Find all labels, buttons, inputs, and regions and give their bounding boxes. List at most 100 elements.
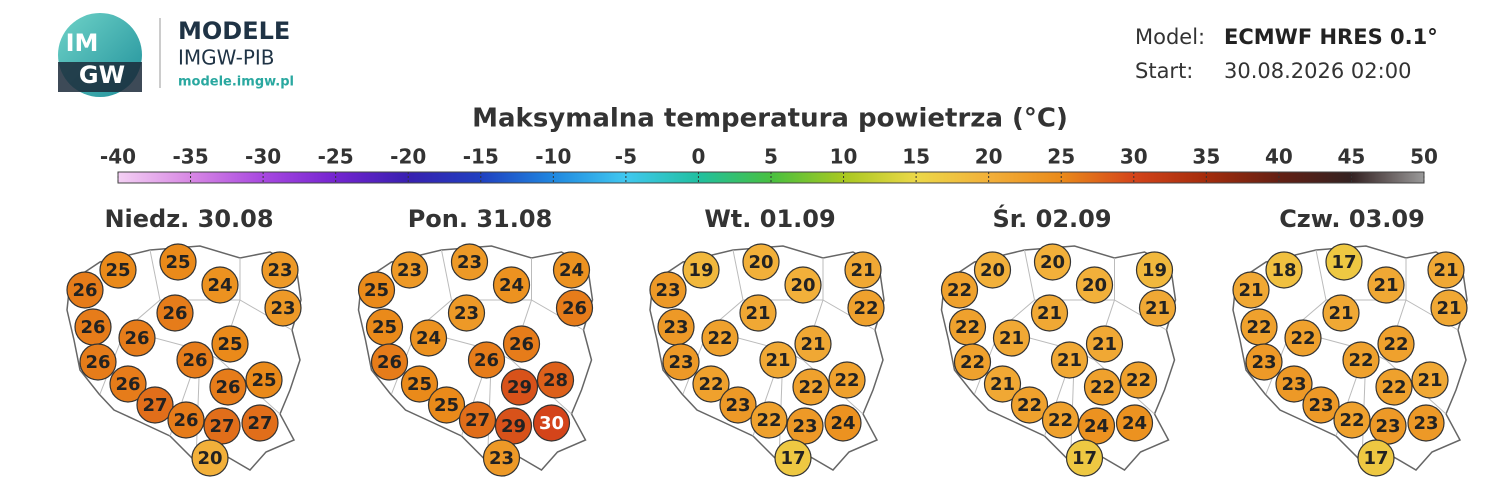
station-value: 24 <box>830 413 855 434</box>
station-marker <box>940 271 979 309</box>
station-value: 28 <box>543 370 568 391</box>
logo-text: GW <box>79 61 125 89</box>
station-marker <box>1135 251 1174 289</box>
station-marker <box>555 289 594 327</box>
station-value: 26 <box>124 328 149 349</box>
station-marker <box>1411 361 1449 399</box>
station-marker <box>261 251 299 289</box>
day-title: Niedz. 30.08 <box>104 205 273 233</box>
station-value: 20 <box>790 275 815 296</box>
station-value: 19 <box>1142 260 1167 281</box>
station-marker <box>844 251 882 289</box>
colorbar-tick-label: -35 <box>172 145 208 169</box>
station-value: 26 <box>115 374 140 395</box>
station-value: 20 <box>197 448 222 469</box>
title: Maksymalna temperatura powietrza (°C) <box>472 104 1068 134</box>
station-value: 23 <box>1375 416 1400 437</box>
station-value: 17 <box>1072 448 1097 469</box>
station-value: 23 <box>663 317 688 338</box>
station-marker <box>482 439 521 477</box>
station-value: 27 <box>247 413 272 434</box>
station-value: 26 <box>80 317 105 338</box>
station-marker <box>1041 401 1080 439</box>
station-marker <box>400 365 439 403</box>
station-marker <box>1357 439 1395 477</box>
station-marker <box>1245 343 1283 381</box>
station-value: 24 <box>416 328 441 349</box>
station-value: 26 <box>162 303 187 324</box>
station-marker <box>536 361 575 399</box>
station-value: 18 <box>1271 260 1296 281</box>
station-marker <box>118 319 156 357</box>
station-marker <box>1407 404 1445 442</box>
station-value: 24 <box>559 260 584 281</box>
colorbar-tick-label: 50 <box>1410 145 1438 169</box>
station-marker <box>828 361 866 399</box>
model-value: ECMWF HRES 0.1° <box>1224 25 1438 49</box>
colorbar-tick-label: -40 <box>100 145 136 169</box>
station-value: 26 <box>72 280 97 301</box>
station-value: 21 <box>1436 298 1461 319</box>
station-value: 26 <box>173 410 198 431</box>
station-marker <box>1427 251 1465 289</box>
station-marker <box>500 368 539 406</box>
station-marker <box>109 365 147 403</box>
station-marker <box>649 271 687 309</box>
station-value: 27 <box>465 410 490 431</box>
station-value: 21 <box>1057 350 1082 371</box>
station-value: 21 <box>1417 370 1442 391</box>
institute: IMGW-PIB <box>178 46 275 70</box>
station-value: 26 <box>377 352 402 373</box>
station-marker <box>1377 325 1415 363</box>
station-value: 20 <box>1082 275 1107 296</box>
station-value: 26 <box>182 350 207 371</box>
colorbar-tick-label: 30 <box>1120 145 1148 169</box>
station-value: 20 <box>980 260 1005 281</box>
station-marker <box>159 243 197 281</box>
station-marker <box>701 319 739 357</box>
station-value: 26 <box>215 377 240 398</box>
station-marker <box>1430 289 1468 327</box>
station-value: 21 <box>999 328 1024 349</box>
station-value: 26 <box>474 350 499 371</box>
station-marker <box>692 365 730 403</box>
station-marker <box>458 401 497 439</box>
station-value: 23 <box>1281 374 1306 395</box>
station-marker <box>1085 325 1124 363</box>
station-marker <box>370 343 409 381</box>
station-value: 22 <box>1290 328 1315 349</box>
station-marker <box>502 325 541 363</box>
station-value: 22 <box>947 280 972 301</box>
station-marker <box>1275 365 1313 403</box>
station-value: 17 <box>780 448 805 469</box>
station-value: 25 <box>372 317 397 338</box>
brand: MODELE <box>178 17 290 45</box>
station-marker <box>759 341 797 379</box>
station-value: 23 <box>655 280 680 301</box>
day-title: Wt. 01.09 <box>704 205 835 233</box>
station-marker <box>1265 251 1303 289</box>
station-marker <box>79 343 117 381</box>
station-marker <box>264 289 302 327</box>
logo: IM GW <box>58 13 142 97</box>
colorbar-tick-label: -10 <box>535 145 571 169</box>
station-value: 24 <box>207 275 232 296</box>
station-value: 22 <box>1383 334 1408 355</box>
station-value: 22 <box>1090 377 1115 398</box>
station-marker <box>1367 266 1405 304</box>
station-value: 21 <box>990 374 1015 395</box>
colorbar-tick-label: -5 <box>615 145 637 169</box>
station-value: 22 <box>1048 410 1073 431</box>
station-marker <box>1232 271 1270 309</box>
station-value: 22 <box>698 374 723 395</box>
start-label: Start: <box>1135 59 1193 83</box>
station-value: 21 <box>745 303 770 324</box>
station-marker <box>1138 289 1177 327</box>
station-marker <box>467 341 506 379</box>
url: modele.imgw.pl <box>178 75 294 90</box>
station-marker <box>176 341 214 379</box>
station-value: 21 <box>1433 260 1458 281</box>
